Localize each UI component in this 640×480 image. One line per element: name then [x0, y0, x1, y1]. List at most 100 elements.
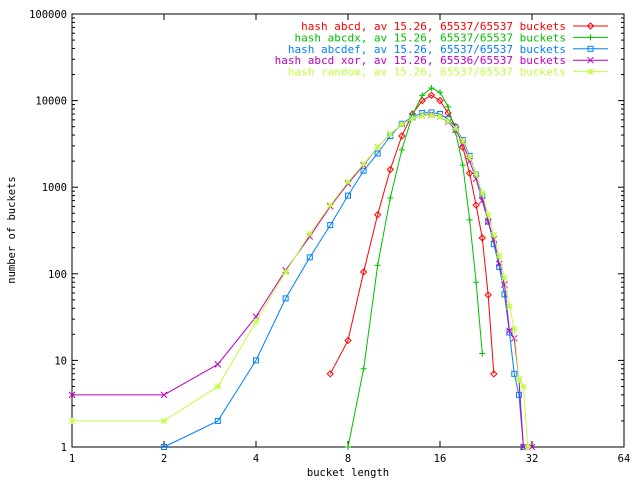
data-point	[68, 391, 76, 399]
legend-item: hash random, av 15.26, 65537/65537 bucke…	[288, 66, 608, 79]
data-point	[427, 91, 436, 100]
data-point	[160, 417, 168, 425]
data-point	[327, 222, 334, 229]
data-point	[479, 350, 486, 357]
data-point	[428, 111, 435, 119]
data-point	[501, 274, 508, 282]
legend-label: hash random, av 15.26, 65537/65537 bucke…	[288, 66, 566, 79]
data-point	[214, 383, 222, 390]
data-point	[445, 103, 452, 110]
data-point	[484, 291, 492, 299]
data-point	[360, 365, 367, 372]
data-point	[506, 303, 513, 310]
y-tick-label: 100	[48, 269, 67, 281]
data-point	[306, 254, 313, 261]
data-point	[478, 197, 486, 204]
data-point	[473, 279, 480, 286]
y-tick-label: 1	[61, 442, 67, 454]
data-point	[344, 178, 352, 186]
data-point	[437, 89, 443, 96]
data-point	[344, 336, 352, 345]
data-point	[282, 268, 289, 276]
data-point	[374, 150, 381, 157]
data-point	[465, 169, 474, 177]
data-point	[374, 143, 381, 151]
legend-item: hash abcdx, av 15.26, 65537/65537 bucket…	[294, 31, 608, 44]
plot-frame	[71, 13, 625, 448]
data-point	[373, 211, 382, 219]
data-point	[360, 160, 367, 168]
legend-item: hash abcd, av 15.26, 65537/65537 buckets	[301, 20, 608, 33]
data-point	[452, 124, 459, 132]
x-tick-label: 4	[253, 453, 259, 465]
y-tick-label: 10000	[35, 96, 67, 108]
data-point	[282, 295, 289, 302]
data-point	[495, 252, 503, 260]
x-tick-label: 2	[161, 453, 167, 465]
data-point	[253, 357, 259, 364]
data-point	[478, 234, 486, 242]
data-point	[511, 370, 518, 377]
data-point	[161, 444, 167, 450]
data-point	[428, 84, 435, 91]
data-point	[326, 201, 334, 209]
x-axis: 1 2 4 8 16 32 64	[69, 14, 630, 465]
data-point	[587, 68, 594, 75]
data-point	[490, 370, 498, 378]
data-point	[524, 443, 532, 451]
data-point	[306, 230, 314, 238]
data-point	[466, 154, 473, 161]
data-point	[418, 112, 426, 120]
x-axis-title: bucket length	[307, 467, 389, 479]
x-tick-label: 8	[345, 453, 351, 465]
data-point	[386, 130, 394, 138]
data-point	[510, 325, 518, 333]
y-tick-label: 100000	[29, 9, 67, 21]
y-tick-label: 1000	[42, 182, 67, 194]
data-point	[510, 334, 518, 342]
series-line	[163, 111, 524, 448]
data-point	[359, 268, 368, 276]
data-point	[345, 192, 351, 199]
legend-label: hash abcd, av 15.26, 65537/65537 buckets	[301, 20, 566, 33]
data-point	[472, 171, 480, 178]
data-point	[485, 218, 492, 225]
data-point	[587, 34, 594, 41]
legend-label: hash abcdx, av 15.26, 65537/65537 bucket…	[294, 31, 566, 44]
data-point	[484, 211, 492, 219]
data-point	[520, 383, 527, 390]
data-point	[515, 391, 522, 398]
data-point	[214, 361, 222, 368]
legend: hash abcd, av 15.26, 65537/65537 buckets…	[275, 20, 608, 79]
legend-item: hash abcdef, av 15.26, 65537/65537 bucke…	[288, 43, 608, 56]
data-point	[586, 22, 595, 30]
legend-label: hash abcd xor, av 15.26, 65536/65537 buc…	[275, 54, 566, 67]
data-point	[326, 370, 334, 378]
x-tick-label: 16	[434, 453, 447, 465]
data-point	[587, 45, 594, 52]
data-point	[398, 121, 406, 128]
x-tick-label: 32	[526, 453, 539, 465]
legend-label: hash abcdef, av 15.26, 65537/65537 bucke…	[288, 43, 566, 56]
data-point	[472, 201, 480, 209]
data-point	[587, 56, 594, 64]
data-point	[490, 231, 498, 239]
data-point	[398, 132, 406, 140]
data-point	[252, 318, 260, 326]
data-point	[374, 262, 381, 269]
data-point	[444, 117, 452, 125]
data-point	[214, 417, 221, 424]
series-layer	[68, 84, 536, 451]
series-line	[72, 114, 529, 448]
data-point	[360, 167, 367, 174]
series-4	[68, 111, 536, 451]
data-point	[436, 96, 444, 105]
data-point	[345, 444, 351, 450]
x-tick-label: 1	[69, 453, 75, 465]
data-point	[466, 216, 473, 223]
data-point	[386, 165, 394, 174]
y-tick-label: 10	[54, 355, 67, 367]
series-line	[329, 94, 495, 375]
data-point	[515, 376, 523, 383]
